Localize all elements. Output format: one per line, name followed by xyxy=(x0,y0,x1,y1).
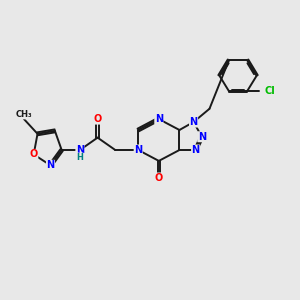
Text: N: N xyxy=(134,145,142,155)
Text: N: N xyxy=(155,114,163,124)
Text: N: N xyxy=(76,145,84,155)
Text: Cl: Cl xyxy=(264,86,275,96)
Text: N: N xyxy=(190,117,198,127)
Text: N: N xyxy=(46,160,55,170)
Text: N: N xyxy=(198,132,206,142)
Text: CH₃: CH₃ xyxy=(16,110,32,119)
Text: H: H xyxy=(76,153,83,162)
Text: O: O xyxy=(30,149,38,159)
Text: O: O xyxy=(155,173,163,183)
Text: N: N xyxy=(192,145,200,155)
Text: O: O xyxy=(94,114,102,124)
